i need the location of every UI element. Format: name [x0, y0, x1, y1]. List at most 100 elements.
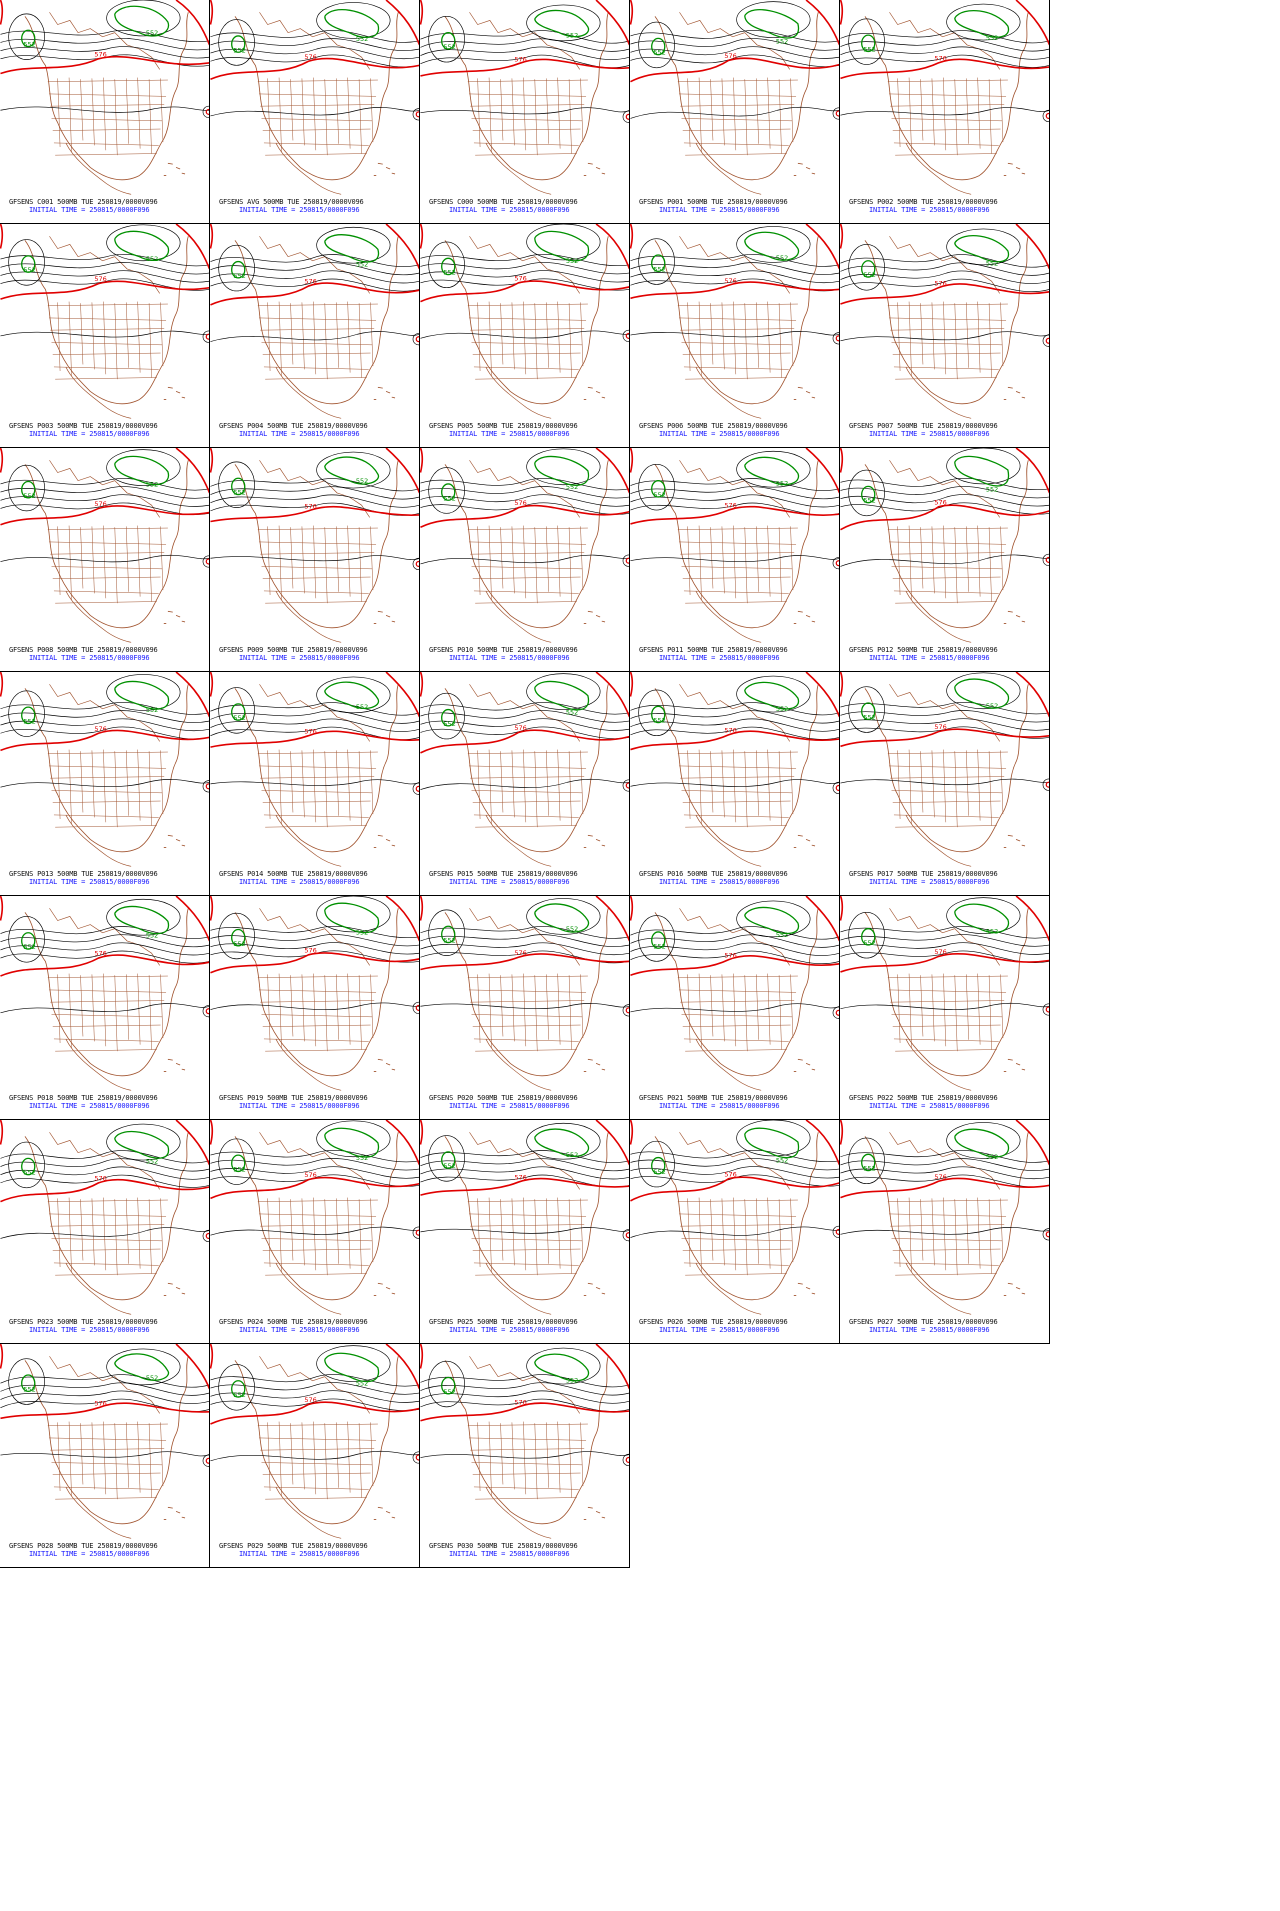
contour-label-576: 576 [724, 52, 736, 60]
contour-576 [630, 57, 839, 83]
contour-552 [231, 1380, 246, 1398]
height-contour [840, 1227, 1049, 1235]
panel-label: GFSENS P016 500MB TUE 250819/0000V096 [639, 870, 788, 878]
height-contour [840, 1003, 1049, 1010]
state-borders [467, 525, 588, 604]
low-contour [848, 244, 885, 291]
height-contour [840, 1174, 1049, 1188]
mexico-coast [275, 814, 342, 867]
coastline [654, 684, 819, 853]
coastline [654, 1132, 819, 1301]
contour-label-552: 552 [23, 717, 35, 725]
low-contour [218, 912, 255, 960]
low-contour [316, 896, 391, 933]
height-contour [210, 107, 419, 117]
tropical-low-contour [205, 1457, 209, 1464]
tropical-low-contour [1042, 553, 1049, 566]
height-contour [420, 554, 629, 565]
height-contour [210, 1398, 419, 1411]
contour-552 [114, 680, 170, 710]
contour-576 [630, 224, 634, 249]
caribbean-islands [163, 1282, 186, 1296]
contour-576 [595, 224, 629, 270]
height-contour [0, 718, 209, 731]
height-contour [210, 1374, 419, 1387]
contour-576 [420, 953, 629, 971]
low-contour [736, 226, 811, 263]
height-contour [840, 778, 1049, 786]
contour-576 [840, 448, 844, 473]
contour-576 [385, 0, 419, 46]
contour-576 [840, 283, 1049, 305]
contour-label-576: 576 [514, 724, 526, 732]
height-contour [210, 925, 419, 939]
contour-label-552: 552 [863, 271, 875, 279]
contour-label-552: 552 [356, 35, 368, 43]
tropical-low-contour [625, 1232, 629, 1239]
ensemble-member-panel: 552 552 576 GFSENS AVG 500MB TUE 250819/000… [210, 0, 420, 224]
contour-576 [0, 1402, 209, 1420]
coastline [654, 236, 819, 405]
initial-time-label: INITIAL TIME = 250815/0000F096 [29, 654, 150, 662]
tropical-low-contour [622, 554, 629, 567]
mexico-coast [275, 1038, 342, 1091]
tropical-low-contour [202, 1005, 209, 1018]
initial-time-label: INITIAL TIME = 250815/0000F096 [449, 206, 570, 214]
contour-label-552: 552 [356, 1154, 368, 1162]
contour-label-552: 552 [986, 928, 998, 936]
height-contour [0, 1166, 209, 1180]
initial-time-label: INITIAL TIME = 250815/0000F096 [449, 654, 570, 662]
arctic-coast [469, 908, 580, 966]
low-contour [638, 464, 675, 511]
contour-label-576: 576 [94, 950, 106, 958]
mexico-coast [485, 1262, 552, 1315]
panel-label: GFSENS P027 500MB TUE 250819/0000V096 [849, 1318, 998, 1326]
height-contour [420, 1003, 629, 1009]
low-contour [428, 467, 465, 514]
tropical-low-contour [415, 785, 419, 792]
contour-label-576: 576 [304, 1171, 316, 1179]
tropical-low-contour [415, 336, 419, 343]
low-contour [736, 450, 811, 488]
contour-576 [210, 224, 214, 249]
state-borders [257, 973, 378, 1052]
contour-576 [1015, 224, 1049, 270]
low-contour [736, 675, 811, 713]
contour-552 [441, 483, 456, 501]
arctic-coast [679, 908, 790, 966]
ensemble-member-panel: 552 552 576 GFSENS P007 500MB TUE 250819/00… [840, 224, 1050, 448]
panel-label: GFSENS P010 500MB TUE 250819/0000V096 [429, 646, 578, 654]
contour-label-552: 552 [233, 489, 245, 497]
contour-576 [630, 281, 839, 300]
panel-label: GFSENS P011 500MB TUE 250819/0000V096 [639, 646, 788, 654]
coastline [234, 1356, 399, 1525]
caribbean-islands [793, 386, 816, 400]
contour-576 [805, 896, 839, 942]
tropical-low-contour [832, 1006, 839, 1019]
caribbean-islands [793, 162, 816, 176]
coastline [864, 1132, 1029, 1301]
ensemble-member-panel: 552 552 576 GFSENS P017 500MB TUE 250819/00… [840, 672, 1050, 896]
contour-label-552: 552 [356, 260, 368, 268]
low-contour [218, 687, 255, 734]
contour-576 [175, 224, 209, 270]
coastline [864, 684, 1029, 853]
contour-552 [231, 928, 246, 947]
tropical-low-contour [835, 110, 839, 117]
height-contour [420, 1398, 629, 1412]
mexico-coast [275, 1262, 342, 1315]
tropical-low-contour [835, 784, 839, 792]
low-contour [428, 241, 465, 288]
height-contour [210, 46, 419, 59]
contour-552 [651, 931, 666, 949]
height-contour [210, 1150, 419, 1163]
contour-label-552: 552 [146, 255, 158, 263]
tropical-low-contour [202, 1229, 209, 1243]
contour-label-576: 576 [934, 1173, 946, 1181]
state-borders [677, 301, 798, 380]
contour-576 [420, 224, 424, 249]
contour-552 [861, 485, 876, 504]
ensemble-member-panel: 552 552 576 GFSENS P005 500MB TUE 250819/00… [420, 224, 630, 448]
initial-time-label: INITIAL TIME = 250815/0000F096 [869, 1326, 990, 1334]
height-contour [420, 779, 629, 790]
